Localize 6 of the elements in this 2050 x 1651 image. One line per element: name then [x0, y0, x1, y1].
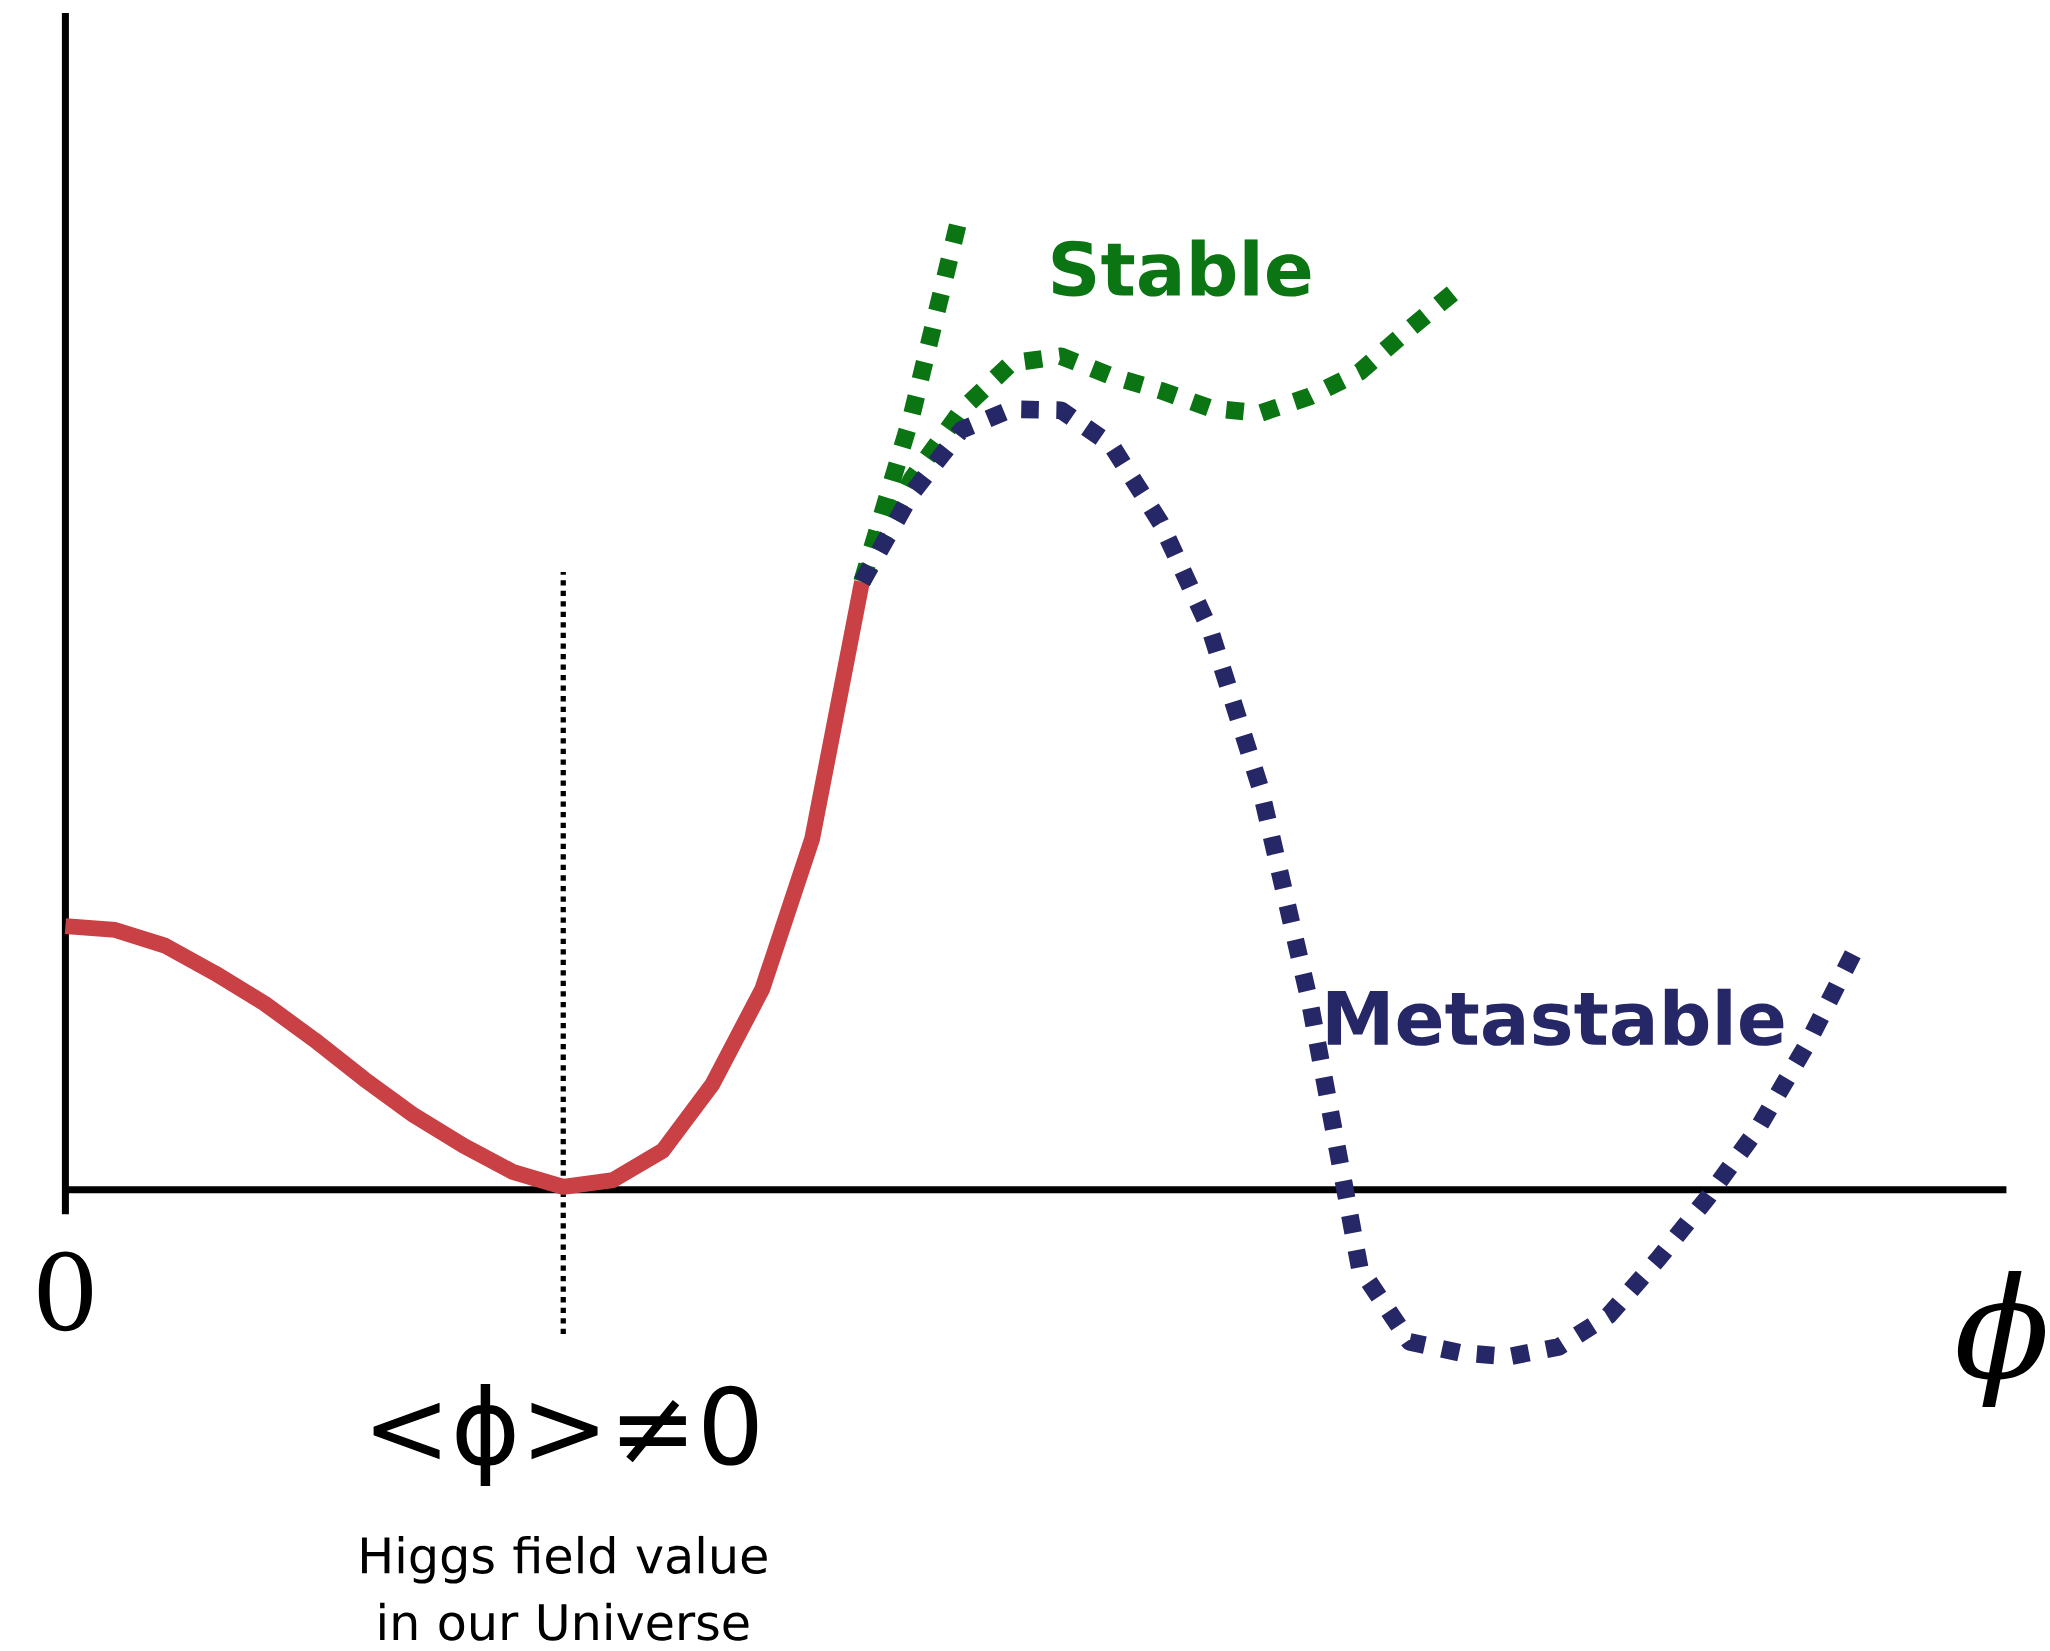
- series-label: Metastable: [1327, 988, 1784, 1046]
- text: Higgs field value in our Universe: [362, 1535, 767, 1641]
- annotation: 0: [38, 1251, 92, 1332]
- text: <ϕ>≠0: [373, 1384, 758, 1487]
- series-label: Stable: [1052, 239, 1311, 297]
- x-axis-title: ϕ: [1957, 1270, 2046, 1407]
